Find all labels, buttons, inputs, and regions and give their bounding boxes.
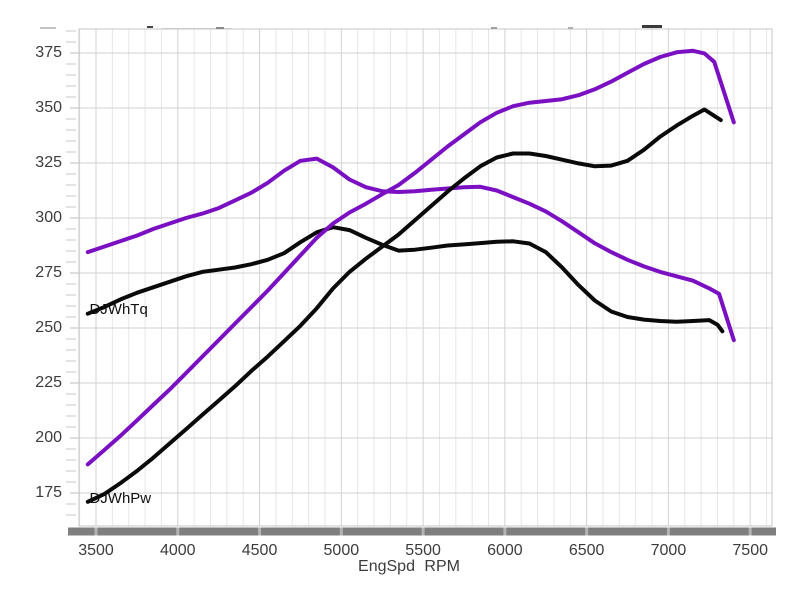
series-purple-djwhtq — [85, 156, 736, 343]
scrollbar-notch — [666, 527, 670, 536]
cropped-text-remnant — [40, 27, 56, 29]
scrollbar-notch — [176, 527, 180, 536]
x-tick-label: 4000 — [159, 542, 196, 559]
scrollbar-notch — [585, 527, 589, 536]
x-axis-scrollbar[interactable] — [68, 527, 776, 536]
y-tick-label: 275 — [35, 264, 62, 281]
scrollbar-notch — [748, 527, 752, 536]
y-axis-minor-ticks — [66, 30, 79, 516]
y-tick-label: 200 — [35, 429, 62, 446]
cropped-text-remnant — [216, 27, 224, 29]
x-tick-label: 3500 — [78, 542, 114, 559]
x-tick-label: 7500 — [732, 542, 768, 559]
y-tick-label: 250 — [35, 319, 62, 336]
y-tick-label: 375 — [35, 44, 62, 61]
x-tick-label: 4500 — [241, 542, 278, 559]
gridlines-major — [79, 29, 772, 526]
cropped-text-remnant — [568, 27, 573, 29]
scrollbar-notch — [94, 527, 98, 536]
x-tick-label: 5000 — [323, 542, 360, 559]
series-black-djwhtq — [85, 225, 725, 334]
cropped-text-remnant — [162, 28, 232, 29]
y-tick-label: 350 — [35, 99, 62, 116]
cropped-text-remnant — [642, 25, 662, 28]
scrollbar-notch — [503, 527, 507, 536]
series-purple-djwhpw — [85, 48, 736, 467]
scrollbar-notch — [339, 527, 343, 536]
y-tick-label: 325 — [35, 154, 62, 171]
x-tick-label: 7000 — [650, 542, 687, 559]
cropped-text-remnant — [491, 27, 497, 29]
x-tick-label: 6000 — [487, 542, 523, 559]
y-tick-label: 300 — [35, 209, 62, 226]
curve-label-djwhpw: DJWhPw — [89, 489, 152, 507]
x-tick-label: 5500 — [405, 542, 441, 559]
x-axis-title: EngSpd RPM — [358, 558, 460, 575]
y-tick-label: 175 — [35, 484, 62, 501]
cropped-text-remnant — [147, 26, 153, 28]
y-tick-label: 225 — [35, 374, 62, 391]
plot-border — [78, 28, 773, 527]
scrollbar-notch — [258, 527, 262, 536]
scrollbar-notch — [421, 527, 425, 536]
series-black-djwhpw — [85, 107, 723, 504]
curve-label-djwhtq: DJWhTq — [89, 301, 148, 319]
x-tick-label: 6500 — [568, 542, 605, 559]
